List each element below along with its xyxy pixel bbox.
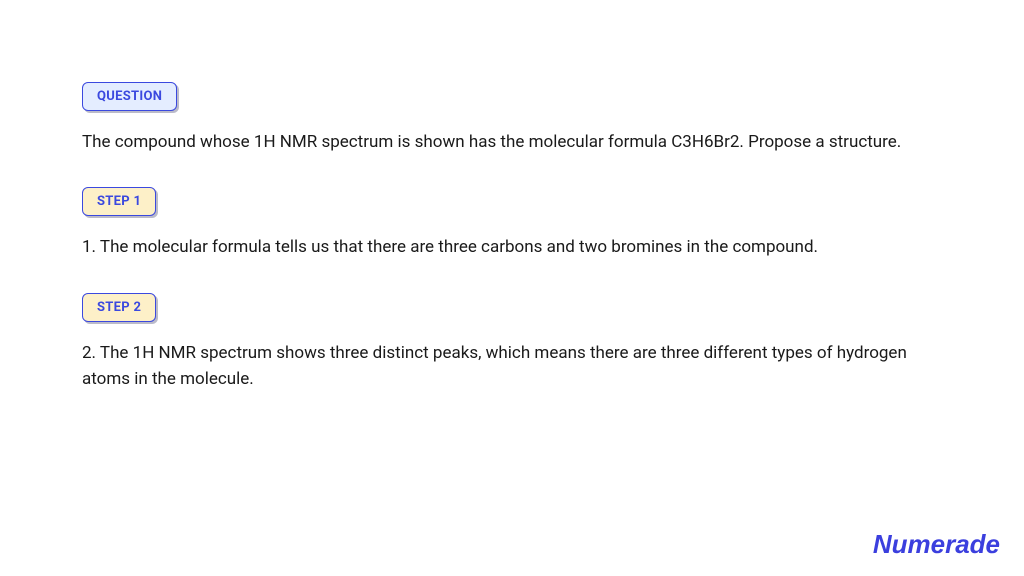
brand-logo: Numerade <box>873 529 1000 560</box>
step1-badge: STEP 1 <box>82 187 156 216</box>
question-text: The compound whose 1H NMR spectrum is sh… <box>82 129 942 155</box>
step2-text: 2. The 1H NMR spectrum shows three disti… <box>82 340 942 393</box>
step1-text: 1. The molecular formula tells us that t… <box>82 234 942 260</box>
question-badge: QUESTION <box>82 82 177 111</box>
step2-badge: STEP 2 <box>82 293 156 322</box>
